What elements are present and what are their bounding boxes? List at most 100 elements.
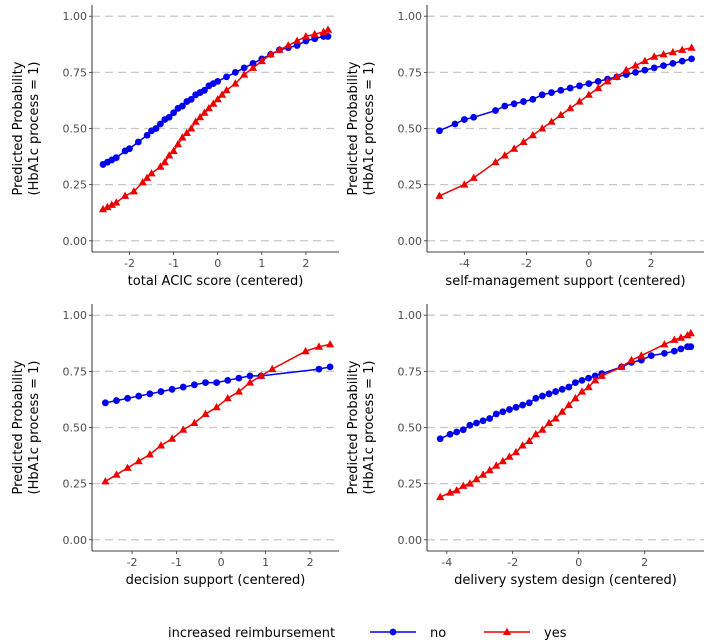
data-point-no	[594, 77, 602, 85]
series-yes	[435, 43, 696, 199]
data-point-yes	[213, 95, 222, 103]
data-point-yes	[284, 41, 293, 49]
data-point-yes	[551, 414, 560, 422]
data-point-no	[179, 383, 187, 391]
data-point-yes	[98, 205, 108, 213]
data-point-no	[112, 154, 120, 162]
y-tick-label: 1.00	[63, 10, 88, 23]
x-tick-label: 0	[214, 257, 221, 270]
y-tick-label: 0.00	[398, 235, 423, 248]
data-point-no	[165, 113, 173, 121]
data-point-yes	[594, 83, 603, 92]
data-point-no	[315, 365, 323, 373]
data-point-yes	[248, 63, 258, 71]
data-point-yes	[257, 371, 266, 379]
data-point-yes	[319, 27, 328, 35]
data-point-yes	[179, 425, 188, 433]
data-point-no	[532, 394, 540, 402]
data-point-no	[678, 57, 686, 65]
x-tick-label: 2	[302, 257, 309, 270]
data-point-no	[466, 421, 474, 429]
data-point-yes	[168, 434, 177, 442]
data-point-no	[113, 397, 120, 404]
data-point-no	[548, 89, 555, 96]
data-point-no	[660, 62, 667, 70]
data-point-no	[641, 66, 649, 74]
data-point-yes	[498, 456, 507, 465]
data-point-no	[249, 59, 257, 67]
data-point-yes	[275, 45, 284, 53]
data-point-no	[179, 102, 186, 110]
x-axis-title: total ACIC score (centered)	[128, 274, 304, 289]
x-tick-label: 0	[585, 257, 592, 270]
x-tick-label: -1	[168, 257, 179, 270]
data-point-no	[539, 392, 546, 400]
data-point-yes	[209, 99, 218, 107]
x-tick-label: 0	[218, 556, 225, 569]
y-tick-label: 1.00	[398, 10, 423, 23]
data-point-no	[470, 113, 478, 121]
data-point-no	[246, 372, 254, 380]
data-point-yes	[436, 492, 445, 501]
data-point-yes	[169, 146, 178, 154]
data-point-yes	[268, 364, 277, 373]
data-point-no	[669, 59, 677, 67]
data-point-yes	[123, 463, 132, 471]
y-axis-title-line2: (HbA1c process = 1)	[362, 361, 377, 495]
data-point-no	[661, 350, 668, 357]
data-point-yes	[603, 77, 612, 85]
data-point-yes	[112, 198, 121, 206]
x-tick-label: -4	[441, 556, 452, 569]
data-point-yes	[112, 470, 121, 478]
series-yes	[101, 340, 335, 485]
data-point-no	[126, 145, 133, 153]
data-point-yes	[538, 425, 547, 433]
data-point-yes	[165, 151, 174, 159]
data-point-yes	[556, 110, 565, 118]
y-tick-label: 0.00	[63, 235, 88, 248]
x-tick-label: -2	[124, 257, 135, 270]
data-point-no	[146, 390, 154, 398]
data-point-no	[565, 383, 573, 391]
data-point-yes	[491, 157, 500, 166]
data-point-no	[223, 73, 230, 81]
data-point-no	[473, 419, 480, 427]
data-point-no	[235, 374, 243, 382]
y-tick-label: 0.50	[63, 123, 88, 136]
x-tick-label: 1	[262, 556, 269, 569]
data-point-yes	[612, 72, 621, 80]
data-point-yes	[326, 340, 335, 348]
series-yes	[98, 25, 333, 213]
data-point-no	[459, 426, 467, 434]
data-point-yes	[519, 137, 528, 145]
data-point-yes	[190, 418, 199, 426]
data-point-no	[170, 109, 177, 117]
data-point-yes	[293, 36, 302, 44]
data-point-yes	[147, 169, 156, 177]
y-axis-title-line2: (HbA1c process = 1)	[27, 361, 42, 495]
data-point-no	[326, 363, 334, 371]
x-tick-label: 2	[641, 556, 648, 569]
data-point-yes	[668, 47, 677, 56]
data-point-yes	[240, 70, 249, 78]
data-point-yes	[631, 61, 640, 69]
data-point-yes	[518, 441, 527, 449]
data-point-yes	[617, 362, 626, 370]
y-tick-label: 0.75	[63, 66, 88, 79]
data-point-yes	[187, 124, 196, 132]
data-point-no	[492, 107, 499, 114]
data-point-yes	[512, 447, 521, 456]
data-point-no	[240, 64, 248, 72]
data-point-no	[124, 394, 132, 402]
data-point-yes	[622, 65, 631, 74]
data-point-no	[157, 388, 165, 395]
chart-panel-4: 0.00 0.25 0.50 0.75 1.00 -4 -2 0 2 delivery syste…	[346, 304, 704, 588]
data-point-no	[557, 86, 565, 94]
data-point-yes	[566, 104, 575, 112]
legend-items: no yes	[370, 626, 567, 641]
data-point-no	[670, 347, 678, 355]
data-point-yes	[266, 50, 275, 58]
data-point-yes	[564, 400, 573, 409]
y-axis-title-line1: Predicted Probability	[11, 61, 26, 195]
